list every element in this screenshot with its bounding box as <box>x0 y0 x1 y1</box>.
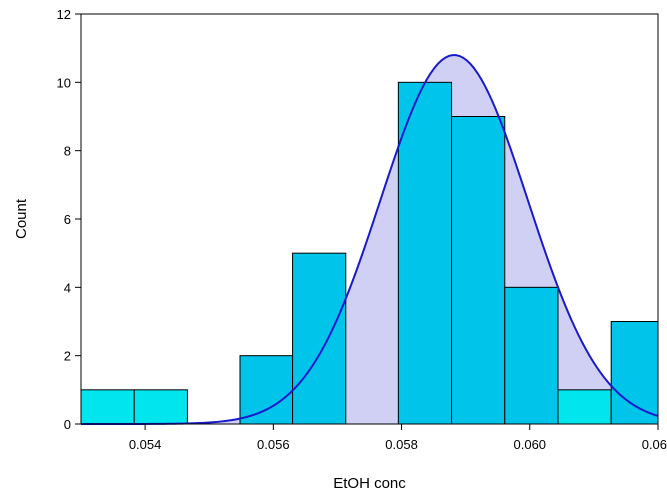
histogram-bar <box>504 286 559 425</box>
histogram-bar <box>557 389 612 425</box>
x-tick-label: 0.054 <box>129 437 162 452</box>
y-tick-label: 6 <box>64 212 71 227</box>
axis-layer: 0 2 4 6 8 10 12 0.054 0.056 0.058 0.060 0.062 <box>57 7 667 452</box>
y-tick-label: 10 <box>57 75 71 90</box>
x-tick-label: 0.060 <box>514 437 547 452</box>
x-tick-label: 0.062 <box>642 437 667 452</box>
x-tick-label: 0.056 <box>257 437 290 452</box>
histogram-bar <box>292 252 347 425</box>
fit-curve-layer <box>81 55 658 424</box>
x-axis-title: EtOH conc <box>333 475 406 492</box>
histogram-bar <box>80 389 135 425</box>
y-axis-title: Count <box>13 198 30 239</box>
y-tick-label: 2 <box>64 349 71 364</box>
histogram-bar <box>451 116 506 425</box>
histogram-bar <box>397 81 453 425</box>
y-tick-label: 8 <box>64 144 71 159</box>
fit-curve-area <box>81 55 658 424</box>
histogram-bar <box>133 389 188 425</box>
y-tick-label: 12 <box>57 7 71 22</box>
histogram-bar <box>239 355 294 425</box>
x-tick-label: 0.058 <box>385 437 418 452</box>
y-tick-label: 0 <box>64 417 71 432</box>
histogram-bar <box>610 321 659 425</box>
y-tick-label: 4 <box>64 280 71 295</box>
bar-layer <box>80 54 659 425</box>
